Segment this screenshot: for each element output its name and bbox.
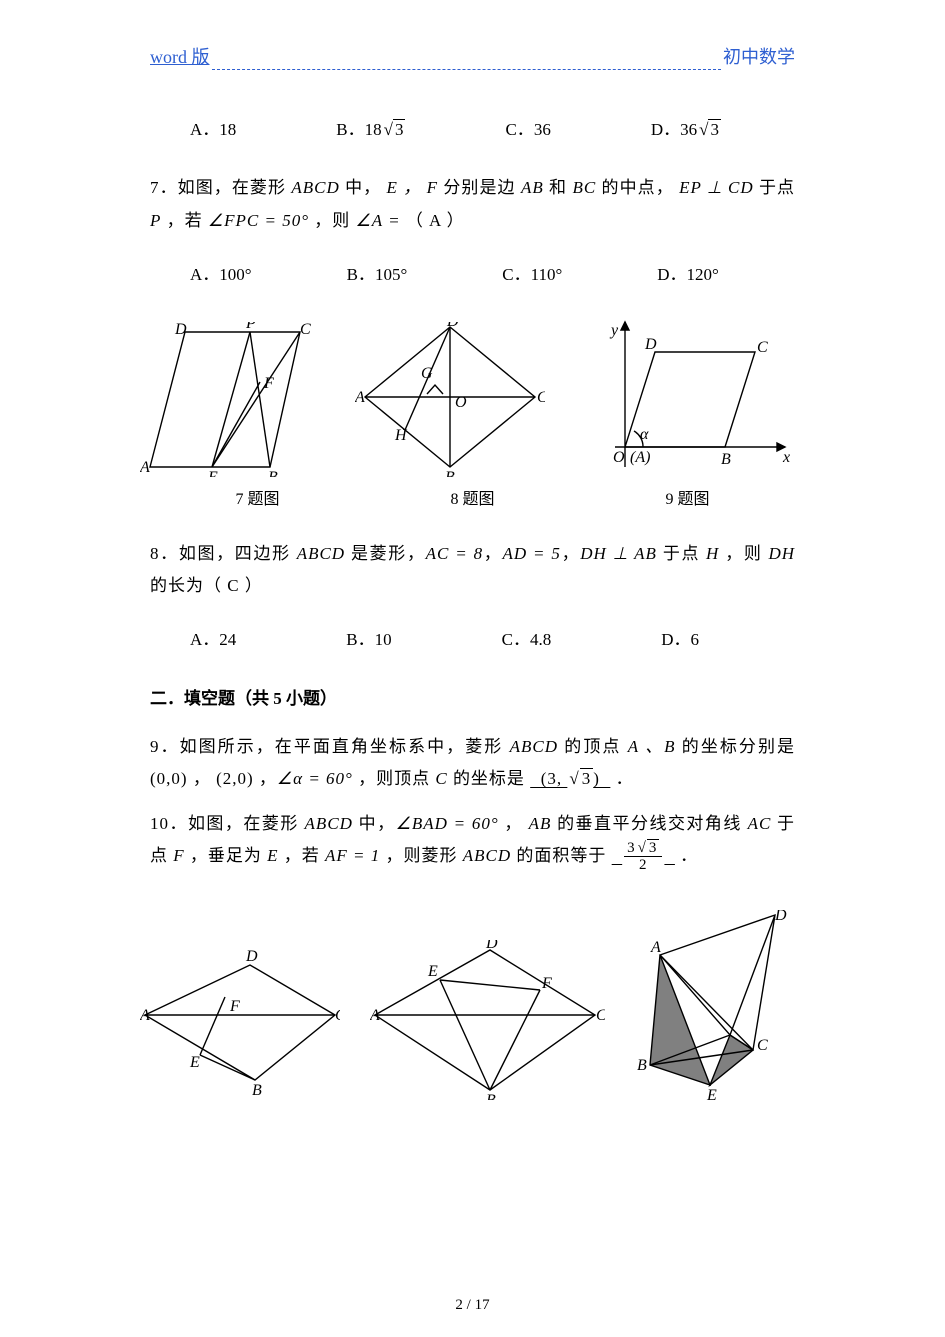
q7-option-b: B．105°	[347, 259, 408, 291]
svg-text:B: B	[252, 1082, 262, 1099]
figures-row-1: A E B C P D F D A C B O	[140, 317, 795, 477]
svg-text:x: x	[782, 449, 790, 466]
svg-text:O: O	[613, 449, 625, 466]
page-number: 2 / 17	[0, 1291, 945, 1320]
svg-text:α: α	[640, 426, 649, 443]
svg-text:C: C	[300, 322, 311, 338]
svg-text:B: B	[637, 1057, 647, 1074]
svg-text:C: C	[537, 389, 545, 406]
svg-text:F: F	[263, 375, 274, 392]
svg-text:A: A	[650, 939, 661, 956]
header-right: 初中数学	[723, 40, 795, 74]
q6-option-a: A．18	[190, 114, 236, 146]
svg-text:D: D	[174, 322, 187, 338]
figure-q9: y x O (A) B C D α	[585, 317, 795, 477]
svg-text:A: A	[140, 1007, 150, 1024]
svg-text:P: P	[245, 322, 256, 332]
q6-option-c: C．36	[505, 114, 550, 146]
q7-options: A．100° B．105° C．110° D．120°	[190, 259, 795, 291]
svg-text:E: E	[207, 469, 218, 477]
q7-text: 7．如图，在菱形 ABCD 中， E ， F 分别是边 AB 和 BC 的中点，…	[150, 172, 795, 237]
svg-text:C: C	[757, 1037, 768, 1054]
header-divider	[212, 57, 722, 70]
svg-text:E: E	[706, 1087, 717, 1100]
svg-text:C: C	[596, 1007, 605, 1024]
q7-option-c: C．110°	[502, 259, 562, 291]
figure-captions-1: 7 题图 8 题图 9 题图	[150, 485, 795, 515]
svg-text:A: A	[355, 389, 365, 406]
q8-option-b: B．10	[346, 624, 391, 656]
svg-text:G: G	[421, 365, 433, 382]
svg-text:E: E	[427, 963, 438, 980]
figure-q12: A D C B E	[635, 910, 795, 1100]
svg-text:B: B	[721, 451, 731, 468]
svg-text:A: A	[140, 459, 150, 476]
figure-q7: A E B C P D F	[140, 322, 315, 477]
svg-text:F: F	[541, 975, 552, 992]
svg-text:H: H	[394, 427, 408, 444]
caption-q7: 7 题图	[235, 485, 279, 515]
svg-text:(A): (A)	[630, 449, 650, 466]
caption-q8: 8 题图	[450, 485, 494, 515]
svg-text:D: D	[446, 322, 459, 330]
caption-q9: 9 题图	[665, 485, 709, 515]
q8-options: A．24 B．10 C．4.8 D．6	[190, 624, 795, 656]
svg-text:D: D	[245, 948, 258, 965]
q7-option-a: A．100°	[190, 259, 252, 291]
svg-text:D: D	[644, 336, 657, 353]
page-header: word 版 初中数学	[150, 40, 795, 74]
q8-option-c: C．4.8	[502, 624, 552, 656]
figure-q8: D A C B O G H	[355, 322, 545, 477]
q8-option-a: A．24	[190, 624, 236, 656]
q8-text: 8．如图，四边形 ABCD 是菱形，AC = 8，AD = 5，DH ⊥ AB …	[150, 538, 795, 603]
q10-text: 10．如图，在菱形 ABCD 中，∠BAD = 60° ， AB 的垂直平分线交…	[150, 808, 795, 874]
svg-text:B: B	[268, 469, 278, 477]
svg-text:D: D	[774, 910, 787, 924]
q6-option-d: D．36√3	[651, 114, 721, 146]
section-2-title: 二．填空题（共 5 小题）	[150, 683, 795, 715]
svg-text:E: E	[189, 1054, 200, 1071]
q8-option-d: D．6	[661, 624, 699, 656]
svg-text:C: C	[757, 339, 768, 356]
figures-row-2: A D C B E F A D C B E F	[140, 910, 795, 1100]
q7-option-d: D．120°	[657, 259, 719, 291]
figure-q10: A D C B E F	[140, 945, 340, 1100]
svg-text:O: O	[455, 394, 467, 411]
svg-text:y: y	[609, 322, 619, 339]
header-left: word 版	[150, 40, 210, 74]
svg-text:D: D	[485, 940, 498, 952]
q9-text: 9．如图所示，在平面直角坐标系中，菱形 ABCD 的顶点 A 、B 的坐标分别是…	[150, 731, 795, 796]
svg-text:C: C	[335, 1007, 340, 1024]
q6-options: A．18 B．18√3 C．36 D．36√3	[190, 114, 795, 146]
q6-option-b: B．18√3	[336, 114, 405, 146]
svg-text:A: A	[370, 1007, 380, 1024]
figure-q11: A D C B E F	[370, 940, 605, 1100]
svg-text:F: F	[229, 998, 240, 1015]
svg-text:B: B	[445, 469, 455, 477]
svg-text:B: B	[486, 1092, 496, 1100]
